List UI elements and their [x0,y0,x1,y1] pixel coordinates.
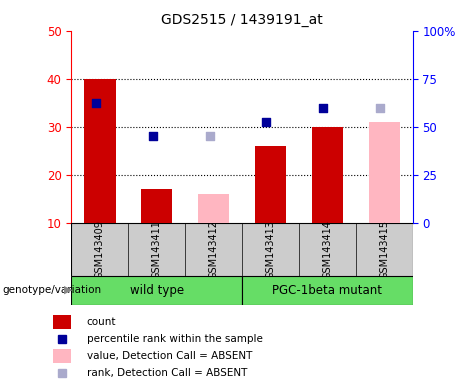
Point [149,133,156,139]
Bar [312,127,343,223]
Point [377,104,384,111]
Text: GSM143411: GSM143411 [152,220,162,279]
Bar [53,349,71,363]
Bar [255,146,286,223]
Bar [84,79,116,223]
Text: wild type: wild type [130,285,184,297]
Text: GSM143412: GSM143412 [208,220,219,279]
Text: value, Detection Call = ABSENT: value, Detection Call = ABSENT [87,351,252,361]
Text: GSM143414: GSM143414 [322,220,332,279]
Point [206,133,213,139]
Text: percentile rank within the sample: percentile rank within the sample [87,334,263,344]
Text: rank, Detection Call = ABSENT: rank, Detection Call = ABSENT [87,368,247,378]
Text: PGC-1beta mutant: PGC-1beta mutant [272,285,382,297]
Bar [242,276,413,305]
Bar [53,315,71,329]
Point [92,100,100,106]
Text: GSM143413: GSM143413 [266,220,276,279]
Bar [141,189,172,223]
Text: GSM143409: GSM143409 [95,220,105,279]
Text: count: count [87,317,116,327]
Text: GSM143415: GSM143415 [379,220,389,279]
Point [319,104,327,111]
Title: GDS2515 / 1439191_at: GDS2515 / 1439191_at [161,13,323,27]
Bar [368,122,400,223]
Bar [71,276,242,305]
Text: genotype/variation: genotype/variation [2,285,101,295]
Bar [198,194,229,223]
Point [263,119,270,125]
Text: ▶: ▶ [64,285,72,295]
